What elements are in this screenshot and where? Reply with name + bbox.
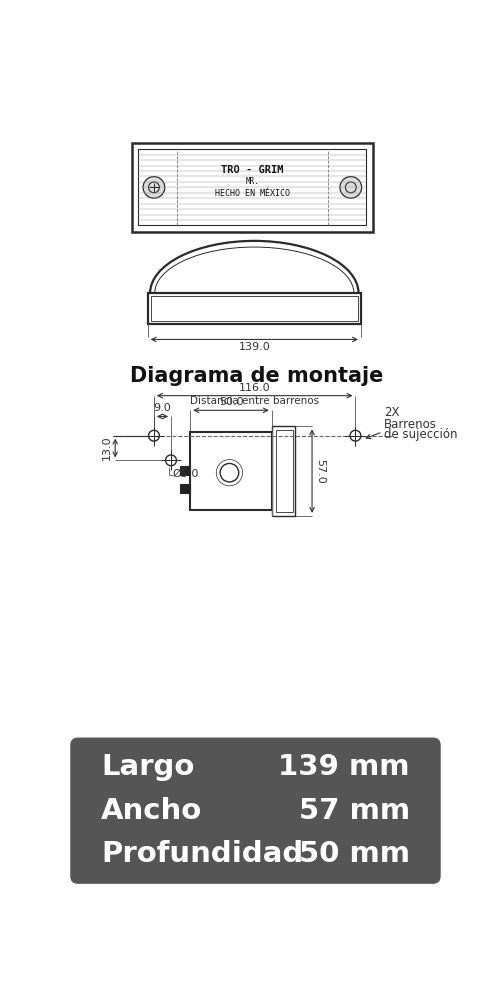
Text: MR.: MR. [246, 177, 260, 186]
Text: 116.0: 116.0 [239, 383, 270, 393]
Bar [132, 143, 372, 232]
Text: Distancia entre barrenos: Distancia entre barrenos [190, 396, 320, 406]
Text: TRO - GRIM: TRO - GRIM [221, 165, 284, 175]
Bar [138, 149, 366, 225]
Circle shape [143, 177, 165, 198]
Text: 139.0: 139.0 [238, 342, 270, 352]
Bar [151, 296, 358, 321]
Bar [272, 426, 295, 516]
Bar [180, 484, 190, 493]
Text: 13.0: 13.0 [102, 436, 112, 460]
Text: Barrenos: Barrenos [384, 418, 437, 431]
Text: Profundidad: Profundidad [101, 840, 304, 868]
Text: HECHO EN MÉXICO: HECHO EN MÉXICO [215, 189, 290, 198]
Text: Largo: Largo [101, 753, 194, 781]
Bar [276, 430, 292, 512]
Text: Ancho: Ancho [101, 797, 202, 825]
FancyBboxPatch shape [70, 738, 440, 884]
Circle shape [340, 177, 361, 198]
Bar [148, 293, 361, 324]
Text: 50 mm: 50 mm [298, 840, 410, 868]
Text: 57 mm: 57 mm [298, 797, 410, 825]
Text: de sujección: de sujección [384, 428, 458, 441]
Text: 50.0: 50.0 [219, 397, 244, 407]
Bar [190, 432, 272, 510]
Text: Ø5.0: Ø5.0 [172, 469, 199, 479]
Text: 9.0: 9.0 [154, 403, 172, 413]
Bar [180, 466, 190, 475]
Text: Diagrama de montaje: Diagrama de montaje [130, 366, 383, 386]
Text: 139 mm: 139 mm [278, 753, 409, 781]
Text: 2X: 2X [384, 406, 400, 419]
Text: 57.0: 57.0 [315, 459, 325, 483]
